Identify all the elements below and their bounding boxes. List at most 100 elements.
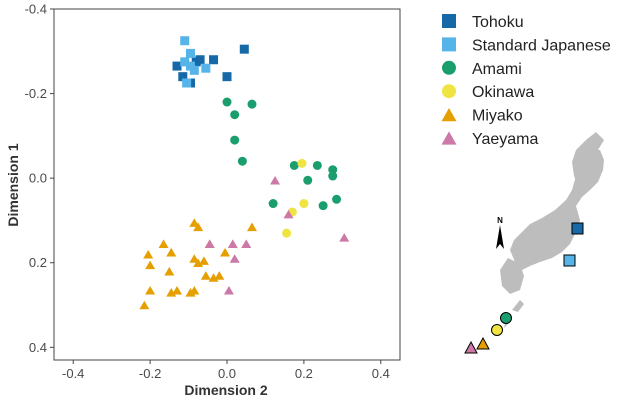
data-point bbox=[189, 218, 200, 227]
data-point bbox=[172, 285, 183, 295]
axes: -0.4 -0.2 0.0 0.2 0.4 -0.4 -0.2 0.0 0.2 0.4 bbox=[25, 2, 390, 382]
data-point bbox=[230, 110, 240, 120]
data-point bbox=[189, 65, 199, 75]
data-point bbox=[223, 285, 234, 295]
y-tick-label: 0.2 bbox=[29, 255, 47, 270]
legend-label: Miyako bbox=[472, 108, 523, 125]
shikoku-kyushu-shape bbox=[500, 258, 524, 294]
data-point bbox=[201, 63, 211, 73]
data-point bbox=[200, 271, 211, 280]
data-point bbox=[164, 266, 175, 276]
legend-item-amami: Amami bbox=[442, 60, 522, 78]
data-point bbox=[339, 233, 350, 242]
data-point bbox=[220, 247, 231, 257]
data-point bbox=[180, 57, 190, 67]
data-point bbox=[328, 165, 338, 175]
data-point bbox=[180, 36, 190, 46]
data-point bbox=[222, 97, 232, 107]
data-point bbox=[166, 247, 177, 257]
data-point bbox=[193, 222, 204, 232]
legend-marker bbox=[442, 14, 456, 28]
data-point bbox=[227, 239, 238, 248]
legend-marker bbox=[442, 84, 456, 99]
legend-label: Yaeyama bbox=[472, 131, 539, 148]
data-point bbox=[283, 209, 294, 219]
north-label: N bbox=[497, 216, 503, 225]
legend-marker bbox=[441, 131, 457, 145]
data-point bbox=[185, 288, 196, 297]
map-marker-amami bbox=[500, 312, 512, 324]
data-point bbox=[158, 239, 169, 248]
data-point bbox=[289, 160, 299, 170]
map-marker-miyako bbox=[476, 336, 490, 350]
x-tick-label: -0.4 bbox=[62, 366, 84, 381]
scatter-points bbox=[139, 36, 350, 310]
legend-marker bbox=[441, 107, 457, 122]
legend: Tohoku Standard Japanese Amami Okinawa Miyak… bbox=[441, 14, 611, 148]
data-point bbox=[230, 135, 240, 145]
x-axis-title: Dimension 2 bbox=[184, 382, 267, 398]
legend-marker bbox=[442, 37, 456, 52]
data-point bbox=[214, 271, 225, 280]
north-arrow-icon: N bbox=[496, 216, 504, 249]
data-point bbox=[318, 201, 328, 211]
data-point bbox=[166, 288, 177, 297]
data-point bbox=[270, 175, 281, 185]
y-tick-label: 0.4 bbox=[29, 340, 47, 355]
legend-label: Okinawa bbox=[472, 84, 534, 101]
legend-label: Amami bbox=[472, 61, 522, 78]
y-tick-label: -0.4 bbox=[25, 2, 47, 17]
data-point bbox=[209, 55, 219, 65]
data-point bbox=[297, 158, 307, 168]
data-point bbox=[139, 300, 150, 310]
series-amami bbox=[222, 97, 342, 211]
data-point bbox=[332, 194, 342, 204]
plot-frame bbox=[53, 8, 401, 361]
data-point bbox=[247, 99, 257, 109]
data-point bbox=[189, 254, 200, 263]
x-tick-label: 0.4 bbox=[372, 366, 390, 381]
x-tick-label: 0.0 bbox=[218, 366, 236, 381]
data-point bbox=[246, 222, 257, 232]
y-tick-label: 0.0 bbox=[29, 171, 47, 186]
map-marker-tohoku bbox=[571, 222, 584, 235]
data-point bbox=[182, 78, 192, 88]
data-point bbox=[303, 175, 313, 185]
data-point bbox=[268, 199, 278, 209]
data-point bbox=[282, 228, 292, 238]
data-point bbox=[172, 61, 182, 71]
x-tick-label: -0.2 bbox=[139, 366, 161, 381]
legend-item-standard-japanese: Standard Japanese bbox=[442, 37, 611, 54]
series-standard-japanese bbox=[180, 36, 211, 88]
legend-item-yaeyama: Yaeyama bbox=[441, 131, 539, 148]
data-point bbox=[229, 254, 240, 263]
y-axis-title: Dimension 1 bbox=[5, 143, 21, 226]
hokkaido-shape bbox=[572, 132, 604, 190]
data-point bbox=[143, 250, 154, 259]
legend-label: Standard Japanese bbox=[472, 37, 611, 54]
data-point bbox=[328, 171, 338, 181]
data-point bbox=[145, 260, 156, 270]
legend-item-okinawa: Okinawa bbox=[442, 84, 534, 101]
series-yaeyama bbox=[204, 175, 350, 295]
y-tick-label: -0.2 bbox=[25, 86, 47, 101]
map-marker-standard-japanese bbox=[563, 254, 576, 267]
x-tick-label: 0.2 bbox=[295, 366, 313, 381]
data-point bbox=[178, 72, 188, 82]
data-point bbox=[145, 285, 156, 295]
legend-marker bbox=[442, 60, 456, 75]
series-miyako bbox=[139, 218, 257, 310]
legend-label: Tohoku bbox=[472, 14, 524, 31]
data-point bbox=[299, 199, 309, 209]
data-point bbox=[222, 72, 232, 82]
map-marker-yaeyama bbox=[464, 340, 478, 354]
data-point bbox=[239, 44, 249, 54]
series-okinawa bbox=[282, 158, 309, 238]
data-point bbox=[312, 160, 322, 170]
japan-map-icon: N bbox=[464, 132, 604, 354]
data-point bbox=[195, 55, 205, 65]
data-point bbox=[185, 48, 195, 58]
data-point bbox=[198, 256, 209, 265]
data-point bbox=[237, 156, 247, 166]
